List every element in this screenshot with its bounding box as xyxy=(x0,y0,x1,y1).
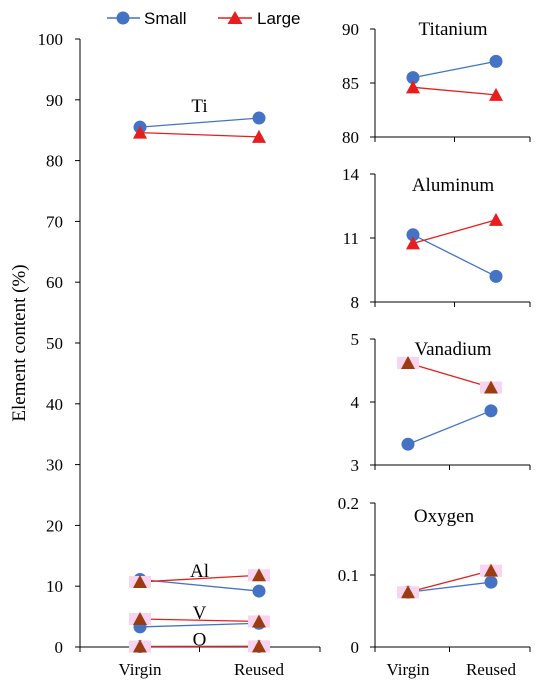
main-y-tick-label: 40 xyxy=(46,395,63,414)
main-large-point xyxy=(252,639,266,653)
main-large-point xyxy=(133,612,147,626)
titanium-series-line xyxy=(412,86,497,96)
main-large-point xyxy=(133,574,147,588)
aluminum-small-point xyxy=(489,269,503,283)
titanium-y-tick-label: 85 xyxy=(342,74,359,93)
panel-main: 0 10 20 30 40 50 60 70 80 90 100 Virgin Reused Ti Al VO xyxy=(38,30,321,679)
main-y-tick-label: 0 xyxy=(55,638,64,657)
oxygen-y-tick-label: 0.2 xyxy=(338,494,359,513)
oxygen-series-line xyxy=(407,581,492,593)
main-y-tick-label: 30 xyxy=(46,456,63,475)
y-axis-title: Element content (%) xyxy=(9,264,30,421)
main-y-tick-label: 100 xyxy=(38,30,64,49)
main-y-tick-label: 20 xyxy=(46,516,63,535)
vanadium-large-point xyxy=(401,355,415,369)
titanium-series-line xyxy=(412,60,497,79)
vanadium-title: Vanadium xyxy=(414,339,491,360)
main-large-point xyxy=(133,125,147,139)
main-annotation: O xyxy=(193,630,207,651)
vanadium-series-line xyxy=(407,362,492,389)
main-x-tick-label: Reused xyxy=(234,660,285,679)
main-series-line xyxy=(139,131,260,138)
main-annotation: V xyxy=(193,603,207,624)
aluminum-series-line xyxy=(412,234,497,277)
oxygen-x-tick-label: Virgin xyxy=(386,660,430,679)
legend-large-marker xyxy=(227,11,243,24)
oxygen-x-tick-label: Reused xyxy=(466,660,517,679)
legend: Small Large xyxy=(107,9,300,28)
legend-small-marker xyxy=(116,11,130,25)
main-series-line xyxy=(139,117,260,128)
vanadium-large-point xyxy=(484,380,498,394)
oxygen-y-tick-label: 0.1 xyxy=(338,566,359,585)
oxygen-small-point xyxy=(484,575,498,589)
aluminum-large-point xyxy=(406,236,420,250)
main-large-point xyxy=(133,639,147,653)
oxygen-large-point xyxy=(401,585,415,599)
titanium-large-point xyxy=(406,80,420,94)
titanium-y-tick-label: 80 xyxy=(342,128,359,147)
main-y-tick-label: 60 xyxy=(46,273,63,292)
legend-small-label: Small xyxy=(144,9,187,28)
main-y-tick-label: 10 xyxy=(46,577,63,596)
main-series-line xyxy=(139,618,260,623)
panel-aluminum: 8 11 14 Aluminum xyxy=(342,165,531,312)
main-large-point xyxy=(252,614,266,628)
main-small-point xyxy=(252,584,266,598)
titanium-small-point xyxy=(406,71,420,85)
panel-titanium: 80 85 90 Titanium xyxy=(342,19,531,147)
titanium-y-tick-label: 90 xyxy=(342,20,359,39)
aluminum-series-line xyxy=(412,219,497,244)
main-y-tick-label: 50 xyxy=(46,334,63,353)
oxygen-title: Oxygen xyxy=(414,506,475,527)
aluminum-y-tick-label: 8 xyxy=(351,293,360,312)
main-series-line xyxy=(139,622,260,628)
vanadium-small-point xyxy=(401,437,415,451)
aluminum-small-point xyxy=(406,228,420,242)
aluminum-title: Aluminum xyxy=(412,175,495,196)
main-large-point xyxy=(252,129,266,143)
aluminum-y-tick-label: 14 xyxy=(342,165,360,184)
main-x-tick-label: Virgin xyxy=(118,660,162,679)
vanadium-small-point xyxy=(484,404,498,418)
vanadium-series-line xyxy=(407,410,492,445)
aluminum-y-tick-label: 11 xyxy=(343,229,359,248)
vanadium-y-tick-label: 3 xyxy=(351,456,360,475)
main-series-line xyxy=(139,574,260,583)
panel-oxygen: 0 0.1 0.2 Virgin Reused Oxygen xyxy=(338,494,531,679)
main-y-tick-label: 90 xyxy=(46,91,63,110)
main-annotation: Ti xyxy=(191,96,207,117)
titanium-large-point xyxy=(489,87,503,101)
legend-large-label: Large xyxy=(257,9,300,28)
titanium-title: Titanium xyxy=(419,19,488,40)
main-small-point xyxy=(252,111,266,125)
oxygen-large-point xyxy=(484,563,498,577)
panel-vanadium: 3 4 5 Vanadium xyxy=(351,330,531,475)
main-y-tick-label: 70 xyxy=(46,212,63,231)
vanadium-y-tick-label: 5 xyxy=(351,330,360,349)
main-y-tick-label: 80 xyxy=(46,152,63,171)
main-large-point xyxy=(252,568,266,582)
aluminum-large-point xyxy=(489,212,503,226)
oxygen-series-line xyxy=(407,570,492,593)
vanadium-y-tick-label: 4 xyxy=(351,393,360,412)
titanium-small-point xyxy=(489,54,503,68)
oxygen-y-tick-label: 0 xyxy=(351,638,360,657)
main-annotation: Al xyxy=(190,561,209,582)
